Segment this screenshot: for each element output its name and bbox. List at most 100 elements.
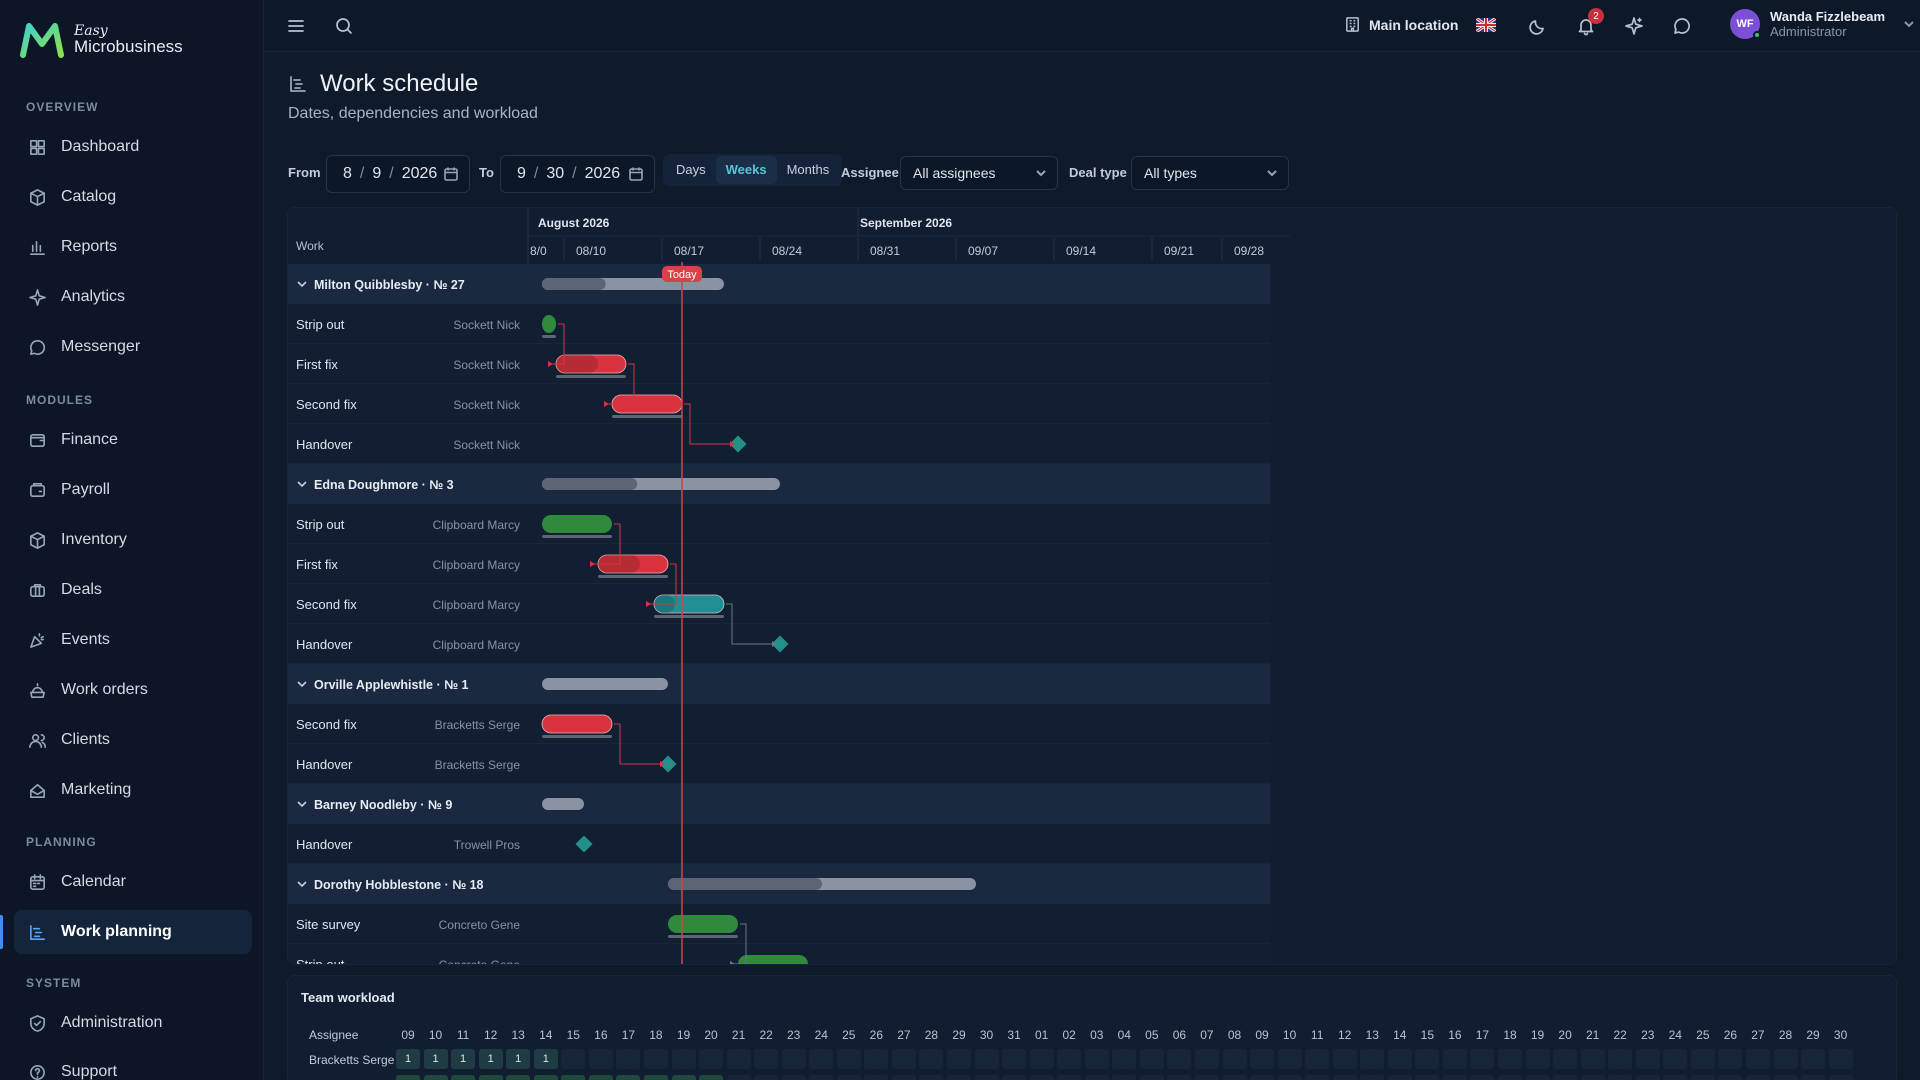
workload-cell[interactable]	[1415, 1075, 1440, 1080]
deal-type-select[interactable]: All types	[1131, 156, 1289, 190]
workload-cell[interactable]	[1801, 1049, 1826, 1069]
workload-cell[interactable]	[1139, 1075, 1164, 1080]
view-mode-weeks[interactable]: Weeks	[715, 156, 777, 184]
workload-cell[interactable]	[1415, 1049, 1440, 1069]
workload-cell[interactable]	[781, 1049, 806, 1069]
workload-cell[interactable]	[1745, 1075, 1770, 1080]
milestone-marker[interactable]	[729, 435, 747, 453]
workload-cell[interactable]	[1057, 1049, 1082, 1069]
workload-cell[interactable]	[1139, 1049, 1164, 1069]
workload-cell[interactable]	[836, 1075, 861, 1080]
workload-cell[interactable]	[506, 1075, 531, 1080]
workload-cell[interactable]	[1194, 1049, 1219, 1069]
workload-cell[interactable]	[1635, 1049, 1660, 1069]
workload-cell[interactable]	[974, 1075, 999, 1080]
milestone-marker[interactable]	[575, 835, 593, 853]
workload-cell[interactable]: 1	[506, 1049, 531, 1069]
workload-cell[interactable]	[533, 1075, 558, 1080]
group-row[interactable]	[288, 264, 1270, 304]
workload-cell[interactable]	[1663, 1075, 1688, 1080]
workload-cell[interactable]	[423, 1075, 448, 1080]
workload-cell[interactable]	[1828, 1075, 1853, 1080]
workload-cell[interactable]	[478, 1075, 503, 1080]
menu-toggle-button[interactable]	[284, 14, 308, 38]
sidebar-item-clients[interactable]: Clients	[14, 718, 252, 762]
workload-cell[interactable]	[891, 1049, 916, 1069]
task-row[interactable]	[288, 904, 1270, 944]
workload-cell[interactable]	[1470, 1075, 1495, 1080]
workload-cell[interactable]	[1084, 1075, 1109, 1080]
sidebar-item-reports[interactable]: Reports	[14, 225, 252, 269]
chevron-down-icon[interactable]	[297, 681, 307, 688]
workload-cell[interactable]	[561, 1075, 586, 1080]
workload-cell[interactable]	[561, 1049, 586, 1069]
workload-cell[interactable]	[726, 1049, 751, 1069]
task-row[interactable]	[288, 304, 1270, 344]
assignee-select[interactable]: All assignees	[900, 156, 1058, 190]
workload-cell[interactable]	[754, 1049, 779, 1069]
workload-cell[interactable]	[726, 1075, 751, 1080]
workload-cell[interactable]	[1360, 1075, 1385, 1080]
workload-cell[interactable]: 1	[533, 1049, 558, 1069]
workload-cell[interactable]	[396, 1075, 420, 1080]
workload-cell[interactable]	[1553, 1049, 1578, 1069]
workload-cell[interactable]	[1442, 1075, 1467, 1080]
workload-cell[interactable]	[1498, 1049, 1522, 1069]
workload-cell[interactable]	[643, 1049, 668, 1069]
workload-cell[interactable]	[1029, 1049, 1054, 1069]
task-bar[interactable]	[541, 714, 613, 734]
workload-cell[interactable]	[1002, 1049, 1027, 1069]
workload-cell[interactable]	[919, 1075, 944, 1080]
workload-cell[interactable]: 1	[451, 1049, 476, 1069]
sidebar-item-inventory[interactable]: Inventory	[14, 518, 252, 562]
workload-cell[interactable]	[588, 1049, 613, 1069]
workload-cell[interactable]: 1	[396, 1049, 420, 1069]
workload-cell[interactable]	[947, 1049, 971, 1069]
workload-cell[interactable]	[1222, 1049, 1247, 1069]
calendar-icon[interactable]	[443, 166, 459, 182]
task-row[interactable]	[288, 424, 1270, 464]
workload-cell[interactable]	[1442, 1049, 1467, 1069]
sidebar-item-finance[interactable]: Finance	[14, 418, 252, 462]
workload-cell[interactable]	[1553, 1075, 1578, 1080]
workload-cell[interactable]	[1470, 1049, 1495, 1069]
task-bar[interactable]	[738, 955, 808, 965]
workload-cell[interactable]	[781, 1075, 806, 1080]
workload-cell[interactable]	[836, 1049, 861, 1069]
workload-cell[interactable]	[1305, 1049, 1330, 1069]
task-bar[interactable]	[542, 515, 612, 533]
task-row[interactable]	[288, 344, 1270, 384]
workload-cell[interactable]	[1277, 1049, 1302, 1069]
task-row[interactable]	[288, 704, 1270, 744]
task-bar[interactable]	[542, 315, 556, 333]
workload-cell[interactable]	[919, 1049, 944, 1069]
workload-cell[interactable]	[1250, 1049, 1275, 1069]
sidebar-item-payroll[interactable]: Payroll	[14, 468, 252, 512]
sidebar-item-support[interactable]: Support	[14, 1050, 252, 1080]
task-bar[interactable]	[668, 915, 738, 933]
workload-cell[interactable]	[1167, 1075, 1192, 1080]
workload-cell[interactable]	[1525, 1075, 1550, 1080]
workload-cell[interactable]	[1222, 1075, 1247, 1080]
chevron-down-icon[interactable]	[297, 481, 307, 488]
task-row[interactable]	[288, 944, 1270, 965]
workload-cell[interactable]	[1498, 1075, 1522, 1080]
sidebar-item-analytics[interactable]: Analytics	[14, 275, 252, 319]
to-date-input[interactable]: 9 / 30 / 2026	[500, 155, 655, 193]
workload-cell[interactable]	[1112, 1049, 1137, 1069]
sidebar-item-messenger[interactable]: Messenger	[14, 325, 252, 369]
workload-cell[interactable]	[1387, 1075, 1412, 1080]
location-selector[interactable]: Main location	[1344, 16, 1458, 33]
workload-cell[interactable]	[1580, 1075, 1605, 1080]
workload-cell[interactable]	[1002, 1075, 1027, 1080]
language-flag-button[interactable]	[1476, 18, 1496, 32]
workload-cell[interactable]	[1718, 1049, 1743, 1069]
milestone-marker[interactable]	[771, 635, 789, 653]
workload-cell[interactable]	[1608, 1049, 1633, 1069]
sidebar-item-marketing[interactable]: Marketing	[14, 768, 252, 812]
workload-cell[interactable]	[891, 1075, 916, 1080]
chat-button[interactable]	[1670, 14, 1694, 38]
workload-cell[interactable]	[1801, 1075, 1826, 1080]
task-row[interactable]	[288, 824, 1270, 864]
workload-cell[interactable]	[947, 1075, 971, 1080]
